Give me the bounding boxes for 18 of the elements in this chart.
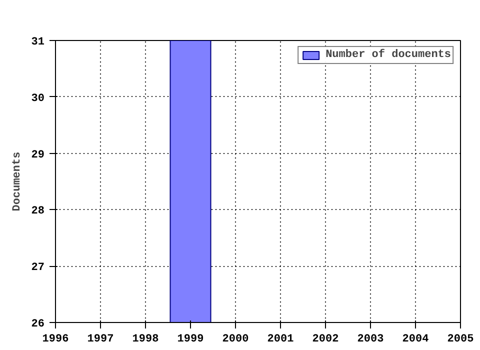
x-tick-label: 1996 [42, 334, 69, 346]
x-tick-label: 2005 [447, 334, 474, 346]
x-tick-label: 2001 [267, 334, 294, 346]
y-tick-label: 31 [31, 36, 45, 48]
y-tick-label: 30 [31, 92, 44, 105]
y-axis-title: Documents [11, 152, 24, 212]
legend-label: Number of documents [326, 49, 451, 61]
x-tick-label: 2000 [222, 334, 249, 346]
x-tick-label: 1999 [177, 334, 204, 346]
y-tick-label: 27 [31, 262, 44, 274]
y-tick-label: 29 [31, 149, 44, 162]
x-tick-label: 2004 [402, 334, 430, 346]
x-tick-label: 2003 [357, 334, 384, 346]
x-tick-label: 2002 [312, 334, 339, 346]
x-tick-label: 1998 [132, 334, 160, 346]
x-tick-label: 1997 [87, 334, 114, 346]
y-tick-label: 28 [31, 206, 45, 218]
y-tick-label: 26 [31, 318, 44, 330]
